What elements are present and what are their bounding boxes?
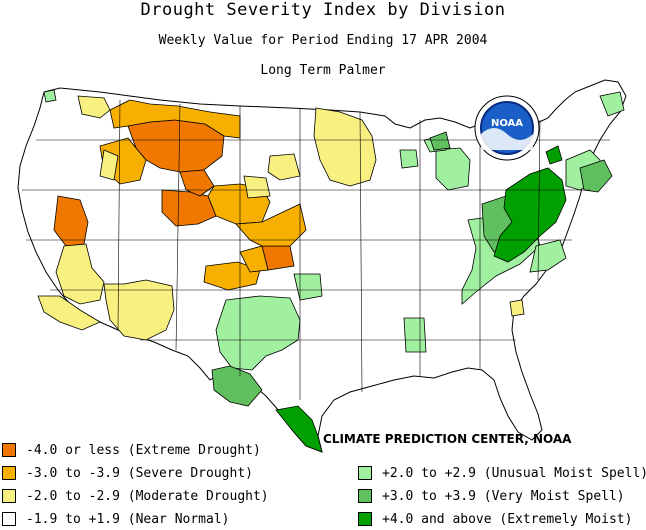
region-northwest-moist [43, 89, 57, 103]
legend-item-near-normal: -1.9 to +1.9 (Near Normal) [2, 511, 230, 527]
legend-label: +3.0 to +3.9 (Very Moist Spell) [382, 488, 625, 504]
legend-swatch [2, 489, 16, 503]
legend-label: +4.0 and above (Extremely Moist) [382, 511, 633, 527]
region-washington-moderate [77, 95, 111, 119]
legend-swatch [2, 443, 16, 457]
map-subtitle: Weekly Value for Period Ending 17 APR 20… [158, 33, 488, 48]
region-wyoming-extreme [179, 169, 215, 197]
index-name: Long Term Palmer [260, 63, 386, 78]
region-montana-severe [109, 99, 241, 139]
legend-label: -3.0 to -3.9 (Severe Drought) [26, 465, 253, 481]
legend-swatch [358, 489, 372, 503]
severe-drought-regions [99, 99, 307, 313]
region-wisconsin-moist [399, 149, 419, 169]
region-nm-severe [203, 261, 261, 291]
extreme-drought-regions [53, 119, 295, 271]
region-appalachian-extreme-moist [493, 167, 567, 263]
region-southeast-moist [529, 239, 567, 273]
region-oklahoma-moist [293, 273, 323, 301]
region-south-texas-extreme-moist [275, 405, 323, 453]
legend-swatch [2, 512, 16, 526]
region-nebraska-moderate [267, 153, 301, 181]
region-ne-extreme-moist [545, 145, 563, 165]
region-texas-central-very-moist [211, 365, 263, 407]
region-oregon-moderate [99, 149, 119, 181]
legend-label: +2.0 to +2.9 (Unusual Moist Spell) [382, 465, 646, 481]
region-texas-plains-moist [215, 295, 301, 371]
noaa-logo-text: NOAA [491, 118, 523, 129]
legend-label: -4.0 or less (Extreme Drought) [26, 442, 261, 458]
region-louisiana-moist [403, 317, 427, 353]
legend-swatch [358, 466, 372, 480]
legend-swatch [2, 466, 16, 480]
region-california-moderate [37, 295, 101, 331]
credit-text: CLIMATE PREDICTION CENTER, NOAA [323, 432, 572, 446]
region-newengland-very-moist [579, 159, 613, 193]
legend-item-very-moist: +3.0 to +3.9 (Very Moist Spell) [358, 488, 625, 504]
region-michigan-moist [435, 147, 471, 191]
region-nevada-moderate [55, 243, 105, 305]
region-arizona-moderate [103, 279, 175, 341]
noaa-logo-icon: NOAA [474, 95, 540, 161]
region-kansas-severe [239, 245, 269, 273]
legend-item-moderate-drought: -2.0 to -2.9 (Moderate Drought) [2, 488, 269, 504]
region-maine-moist [599, 91, 625, 117]
map-title: Drought Severity Index by Division [140, 0, 506, 20]
legend-swatch [358, 512, 372, 526]
region-colorado-severe [235, 203, 307, 247]
region-virginia-moderate [509, 299, 525, 317]
legend-item-severe-drought: -3.0 to -3.9 (Severe Drought) [2, 465, 253, 481]
legend-item-extreme-drought: -4.0 or less (Extreme Drought) [2, 442, 261, 458]
region-michigan-very-moist [429, 131, 451, 151]
extremely-moist-regions [275, 145, 567, 453]
legend-label: -2.0 to -2.9 (Moderate Drought) [26, 488, 269, 504]
legend-item-extremely-moist: +4.0 and above (Extremely Moist) [358, 511, 632, 527]
legend-label: -1.9 to +1.9 (Near Normal) [26, 511, 230, 527]
region-sdakota-moderate [243, 175, 271, 199]
legend-item-unusual-moist: +2.0 to +2.9 (Unusual Moist Spell) [358, 465, 646, 481]
